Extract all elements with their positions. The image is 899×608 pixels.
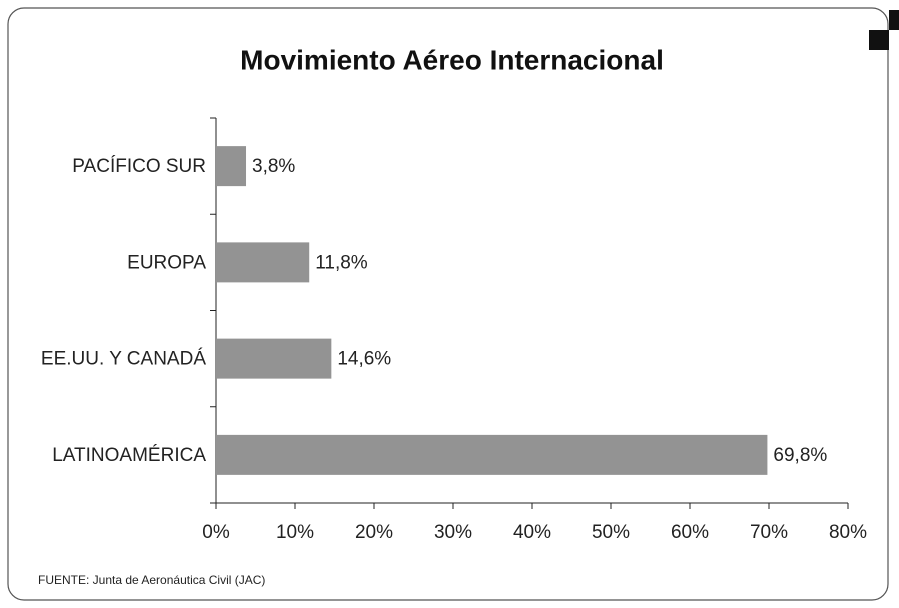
value-label: 3,8% [252, 156, 295, 177]
x-tick-label: 60% [671, 522, 709, 543]
bar [216, 242, 310, 283]
chart-title: Movimiento Aéreo Internacional [240, 44, 664, 75]
y-tick-label: EUROPA [127, 252, 206, 273]
frame [7, 7, 889, 601]
x-tick-label: 40% [513, 522, 551, 543]
x-tick-label: 10% [276, 522, 314, 543]
y-tick-label: EE.UU. Y CANADÁ [41, 349, 206, 370]
x-tick-label: 50% [592, 522, 630, 543]
y-tick-label: PACÍFICO SUR [72, 156, 206, 177]
x-tick-label: 80% [829, 522, 867, 543]
decoration [889, 10, 899, 30]
bar [216, 338, 332, 379]
bar [216, 434, 768, 475]
source: FUENTE: Junta de Aeronáutica Civil (JAC) [38, 573, 265, 587]
x-tick-label: 30% [434, 522, 472, 543]
decoration [869, 30, 889, 50]
x-tick-label: 20% [355, 522, 393, 543]
x-tick-label: 70% [750, 522, 788, 543]
x-tick-label: 0% [202, 522, 230, 543]
y-tick-label: LATINOAMÉRICA [52, 445, 206, 466]
bar [216, 146, 247, 187]
value-label: 14,6% [337, 349, 391, 370]
value-label: 69,8% [773, 445, 827, 466]
value-label: 11,8% [315, 252, 368, 273]
